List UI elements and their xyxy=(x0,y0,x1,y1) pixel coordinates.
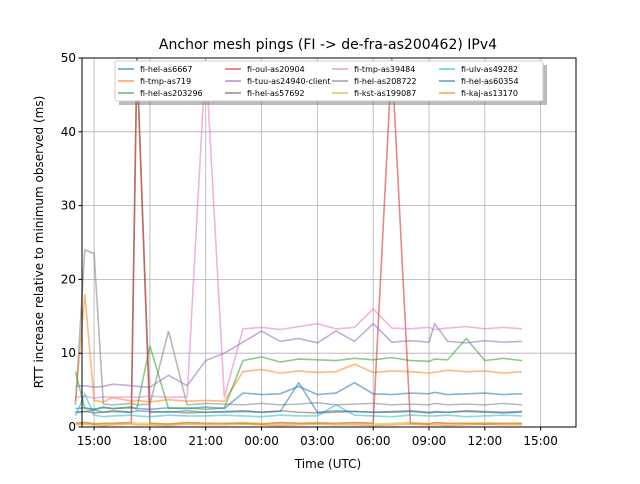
series-line-fi-oul-as20904 xyxy=(75,57,523,425)
legend-label: fi-hel-as203296 xyxy=(140,89,203,98)
y-tick-label: 20 xyxy=(61,272,76,286)
x-tick-label: 21:00 xyxy=(188,434,223,448)
legend-label: fi-tmp-as719 xyxy=(140,77,191,86)
x-tick-label: 15:00 xyxy=(523,434,558,448)
y-tick-label: 30 xyxy=(61,199,76,213)
x-tick-label: 06:00 xyxy=(356,434,391,448)
y-tick-label: 0 xyxy=(68,420,76,434)
series-line-fi-tmp-as719 xyxy=(74,294,523,403)
legend-label: fi-hel-as6667 xyxy=(140,65,192,74)
legend-label: fi-hel-as57692 xyxy=(247,89,305,98)
series-line-fi-tmp-as39484 xyxy=(75,57,523,400)
legend-label: fi-hel-as208722 xyxy=(354,77,417,86)
axis-ticks: 0 10 20 30 40 50 15:00 18:00 21:00 00:00 03:00 06:0… xyxy=(61,51,558,448)
x-tick-label: 00:00 xyxy=(244,434,279,448)
series-line-fi-kst-as199087 xyxy=(75,421,523,425)
legend: fi-hel-as6667 fi-tmp-as719 fi-hel-as203296… xyxy=(114,60,547,105)
series-line-fi-kaj-as13170 xyxy=(75,423,523,427)
series-line-fi-hel-as203296 xyxy=(74,337,523,411)
series-line-fi-ulv-as49282 xyxy=(74,391,523,418)
legend-label: fi-kaj-as13170 xyxy=(461,89,518,98)
legend-label: fi-tuu-as24940-client xyxy=(247,77,330,86)
series-line-fi-hel-as60354 xyxy=(75,381,523,414)
x-tick-label: 15:00 xyxy=(77,434,112,448)
y-tick-label: 50 xyxy=(61,51,76,65)
legend-label: fi-oul-as20904 xyxy=(247,65,305,74)
legend-label: fi-tmp-as39484 xyxy=(354,65,415,74)
series-line-fi-tuu-as24940-client xyxy=(75,321,523,388)
y-tick-label: 40 xyxy=(61,125,76,139)
series-line-fi-hel-as208722 xyxy=(74,248,523,406)
plot-frame xyxy=(81,57,577,428)
x-axis-label: Time (UTC) xyxy=(294,457,361,471)
chart-title: Anchor mesh pings (FI -> de-fra-as200462… xyxy=(159,37,497,53)
x-tick-label: 18:00 xyxy=(133,434,168,448)
series-lines xyxy=(74,57,523,427)
y-axis-label: RTT increase relative to minimum observe… xyxy=(32,96,46,389)
x-tick-label: 12:00 xyxy=(468,434,503,448)
legend-label: fi-hel-as60354 xyxy=(461,77,519,86)
legend-label: fi-ulv-as49282 xyxy=(461,65,518,74)
x-tick-label: 09:00 xyxy=(412,434,447,448)
legend-label: fi-kst-as199087 xyxy=(354,89,416,98)
x-tick-label: 03:00 xyxy=(300,434,335,448)
y-tick-label: 10 xyxy=(61,346,76,360)
